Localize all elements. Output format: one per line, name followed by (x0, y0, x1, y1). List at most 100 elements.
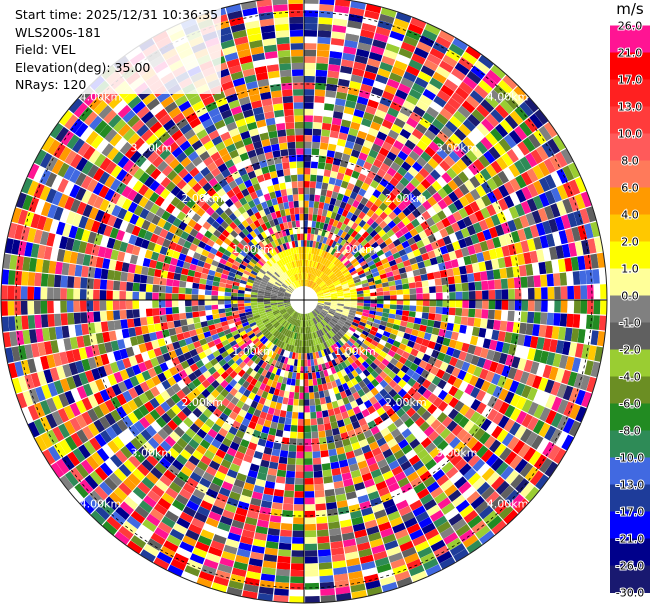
range-gate-cell (335, 0, 351, 7)
range-gate-cell (233, 374, 242, 383)
range-gate-cell (248, 392, 256, 401)
range-gate-cell (451, 222, 461, 233)
range-gate-cell (298, 353, 302, 360)
range-gate-cell (392, 393, 403, 403)
range-gate-cell (279, 369, 286, 377)
range-gate-cell (126, 515, 142, 530)
range-gate-cell (476, 123, 490, 137)
range-gate-cell (312, 352, 317, 360)
range-gate-cell (321, 129, 331, 137)
range-gate-cell (355, 243, 363, 251)
range-gate-cell (86, 455, 100, 470)
range-gate-cell (289, 385, 295, 393)
range-gate-cell (311, 311, 316, 318)
range-gate-cell (278, 317, 284, 323)
range-gate-cell (331, 467, 341, 476)
range-gate-cell (333, 480, 344, 489)
range-gate-cell (403, 300, 410, 306)
range-gate-cell (520, 311, 528, 323)
range-gate-cell (64, 390, 76, 405)
range-gate-cell (257, 342, 264, 350)
range-gate-cell (259, 335, 267, 343)
range-gate-cell (343, 323, 351, 329)
range-gate-cell (120, 319, 128, 329)
range-gate-cell (449, 300, 456, 308)
range-gate-cell (240, 439, 250, 448)
range-gate-cell (556, 168, 569, 184)
range-gate-cell (340, 316, 347, 322)
range-gate-cell (209, 345, 218, 353)
range-gate-cell (212, 534, 227, 545)
range-gate-cell (173, 476, 186, 488)
range-gate-cell (481, 392, 492, 405)
range-gate-cell (429, 334, 438, 343)
range-gate-cell (455, 300, 463, 308)
range-gate-cell (426, 53, 442, 66)
range-gate-cell (214, 470, 227, 481)
range-gate-cell (421, 312, 429, 320)
range-gate-cell (130, 535, 147, 549)
range-gate-cell (470, 355, 480, 366)
range-gate-cell (274, 331, 281, 338)
range-gate-cell (416, 293, 423, 300)
range-gate-cell (545, 409, 557, 425)
range-gate-cell (408, 454, 421, 466)
range-gate-cell (208, 511, 222, 522)
range-gate-cell (147, 367, 157, 378)
range-gate-cell (305, 266, 308, 273)
range-gate-cell (327, 331, 334, 338)
range-gate-cell (274, 581, 290, 590)
range-gate-cell (443, 532, 459, 545)
range-gate-cell (159, 362, 169, 372)
range-gate-cell (275, 368, 282, 376)
range-gate-cell (326, 382, 333, 390)
range-gate-cell (517, 358, 527, 371)
range-gate-cell (541, 300, 548, 312)
range-gate-cell (282, 312, 288, 317)
range-gate-cell (550, 381, 561, 396)
range-gate-cell (258, 351, 265, 359)
range-gate-cell (261, 369, 268, 377)
range-gate-cell (309, 240, 314, 248)
range-gate-cell (182, 376, 192, 386)
range-gate-cell (197, 374, 207, 384)
range-gate-cell (181, 396, 192, 406)
range-gate-cell (27, 315, 36, 329)
range-gate-cell (432, 408, 443, 419)
range-gate-cell (309, 181, 316, 189)
range-gate-cell (150, 386, 161, 397)
range-gate-cell (110, 409, 122, 422)
range-gate-cell (337, 291, 344, 295)
range-gate-cell (521, 186, 533, 200)
range-gate-cell (322, 176, 330, 184)
range-gate-cell (238, 409, 247, 418)
range-gate-cell (171, 300, 179, 307)
range-gate-cell (222, 407, 232, 417)
range-gate-cell (514, 300, 522, 311)
range-gate-cell (326, 502, 337, 510)
range-gate-cell (119, 348, 129, 360)
range-gate-cell (321, 182, 329, 190)
range-gate-cell (421, 522, 436, 535)
range-gate-cell (269, 372, 276, 381)
range-gate-cell (448, 397, 459, 408)
range-gate-cell (335, 310, 343, 315)
range-gate-cell (336, 371, 344, 379)
range-gate-cell (403, 294, 410, 300)
range-gate-cell (234, 451, 245, 461)
range-gate-cell (308, 266, 311, 274)
range-gate-cell (271, 380, 278, 389)
range-gate-cell (357, 356, 365, 364)
range-gate-cell (315, 503, 326, 511)
range-gate-cell (304, 10, 319, 17)
range-gate-cell (442, 206, 453, 217)
range-gate-cell (373, 416, 384, 426)
range-gate-cell (211, 333, 220, 341)
range-gate-cell (319, 581, 335, 590)
range-gate-cell (491, 425, 503, 439)
range-gate-cell (99, 279, 108, 290)
range-gate-cell (330, 344, 337, 352)
range-gate-cell (229, 340, 238, 347)
range-gate-cell (113, 280, 121, 291)
range-gate-cell (199, 439, 211, 450)
